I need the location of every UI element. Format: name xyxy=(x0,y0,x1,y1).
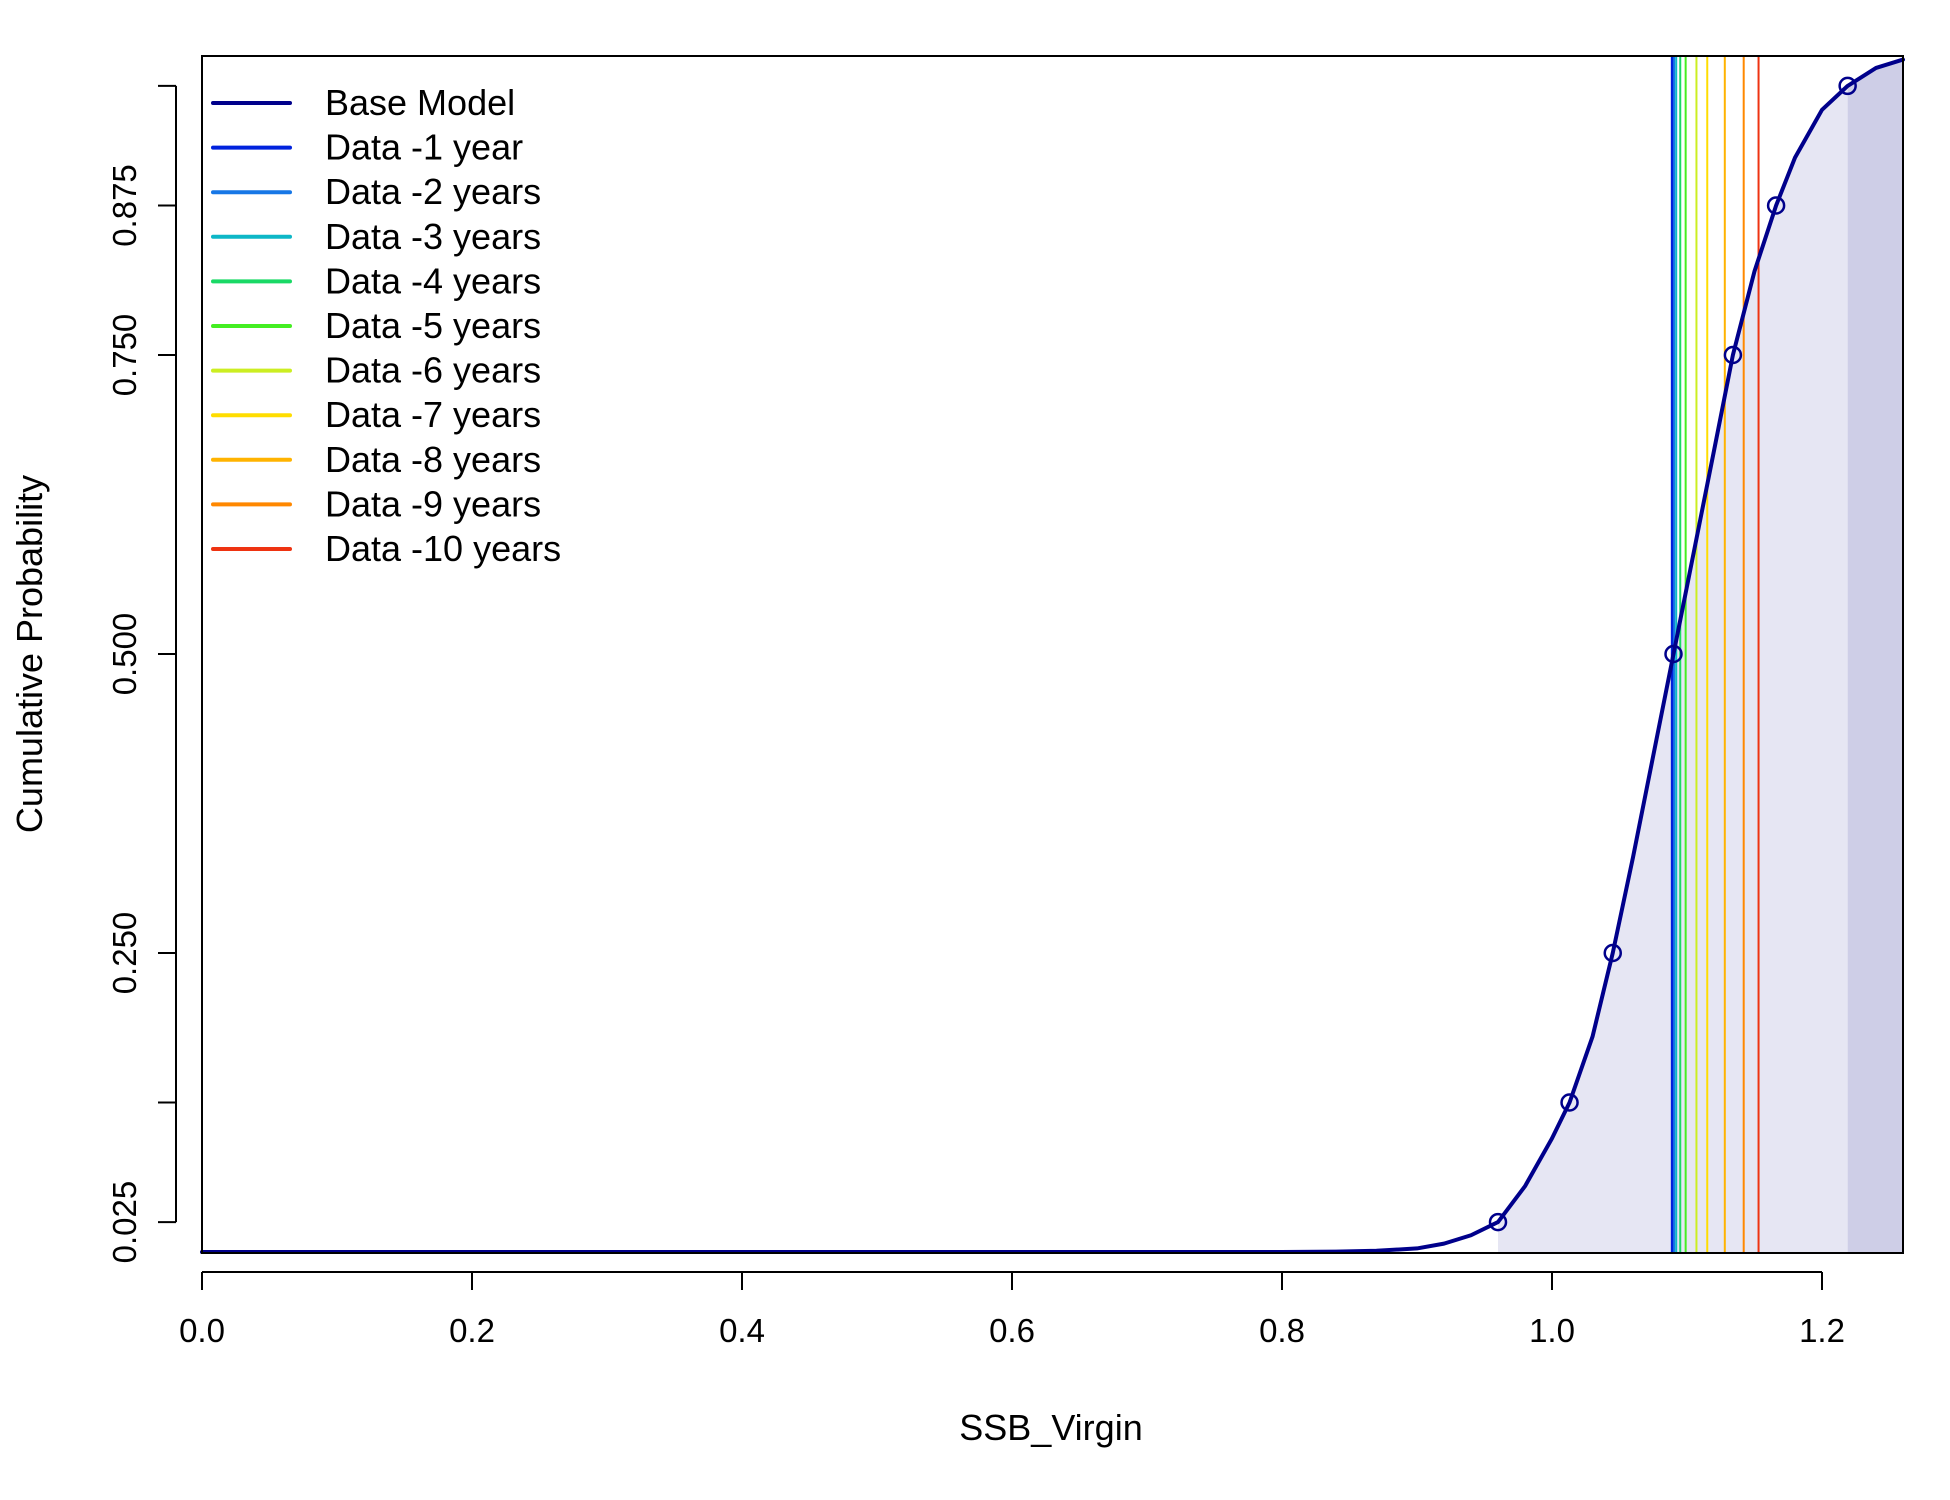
x-axis-label: SSB_Virgin xyxy=(959,1407,1142,1448)
quantile-point-6 xyxy=(1766,196,1786,215)
quantile-point-7 xyxy=(1838,76,1857,96)
x-tick-label-1: 0.0 xyxy=(179,1312,225,1349)
x-tick-label-5: 0.8 xyxy=(1259,1312,1305,1349)
y-tick-label-4: 0.500 xyxy=(106,613,143,696)
legend-label-10: Data -9 years xyxy=(325,483,541,524)
quantile-point-4 xyxy=(1664,644,1683,664)
legend-label-5: Data -4 years xyxy=(325,260,541,301)
y-tick-label-1: 0.025 xyxy=(106,1181,143,1264)
quantile-point-5 xyxy=(1723,345,1743,365)
axes-layer: 0.0 0.2 0.4 0.6 0.8 1.0 1.2 0.025 0.250 0.500 0.75… xyxy=(106,84,1845,1349)
x-tick-label-2: 0.2 xyxy=(449,1312,495,1349)
x-tick-label-7: 1.2 xyxy=(1799,1312,1845,1349)
y-tick-label-3: 0.250 xyxy=(106,912,143,995)
base-model-curve xyxy=(200,57,1905,1254)
y-axis-label: Cumulative Probability xyxy=(9,475,50,833)
plot-frame xyxy=(201,55,1904,1254)
base-model-curve-layer xyxy=(200,57,1905,1254)
legend-label-9: Data -8 years xyxy=(325,439,541,480)
legend-label-3: Data -2 years xyxy=(325,171,541,212)
legend-label-2: Data -1 year xyxy=(325,127,523,168)
legend-label-6: Data -5 years xyxy=(325,305,541,346)
x-tick-label-4: 0.6 xyxy=(989,1312,1035,1349)
legend-label-7: Data -6 years xyxy=(325,350,541,391)
x-tick-label-3: 0.4 xyxy=(719,1312,765,1349)
legend-label-11: Data -10 years xyxy=(325,528,561,569)
y-tick-label-6: 0.875 xyxy=(106,164,143,247)
quantile-point-1 xyxy=(1488,1212,1508,1232)
y-tick-label-5: 0.750 xyxy=(106,314,143,397)
shaded-region-dark xyxy=(1847,59,1903,1252)
x-tick-label-6: 1.0 xyxy=(1529,1312,1575,1349)
quantile-points-layer xyxy=(1488,76,1857,1232)
plot-shading-layer xyxy=(1498,59,1903,1252)
legend-label-1: Base Model xyxy=(325,82,515,123)
legend-label-4: Data -3 years xyxy=(325,216,541,257)
quantile-point-3 xyxy=(1603,943,1622,963)
quantile-point-2 xyxy=(1560,1093,1579,1112)
legend-label-8: Data -7 years xyxy=(325,394,541,435)
